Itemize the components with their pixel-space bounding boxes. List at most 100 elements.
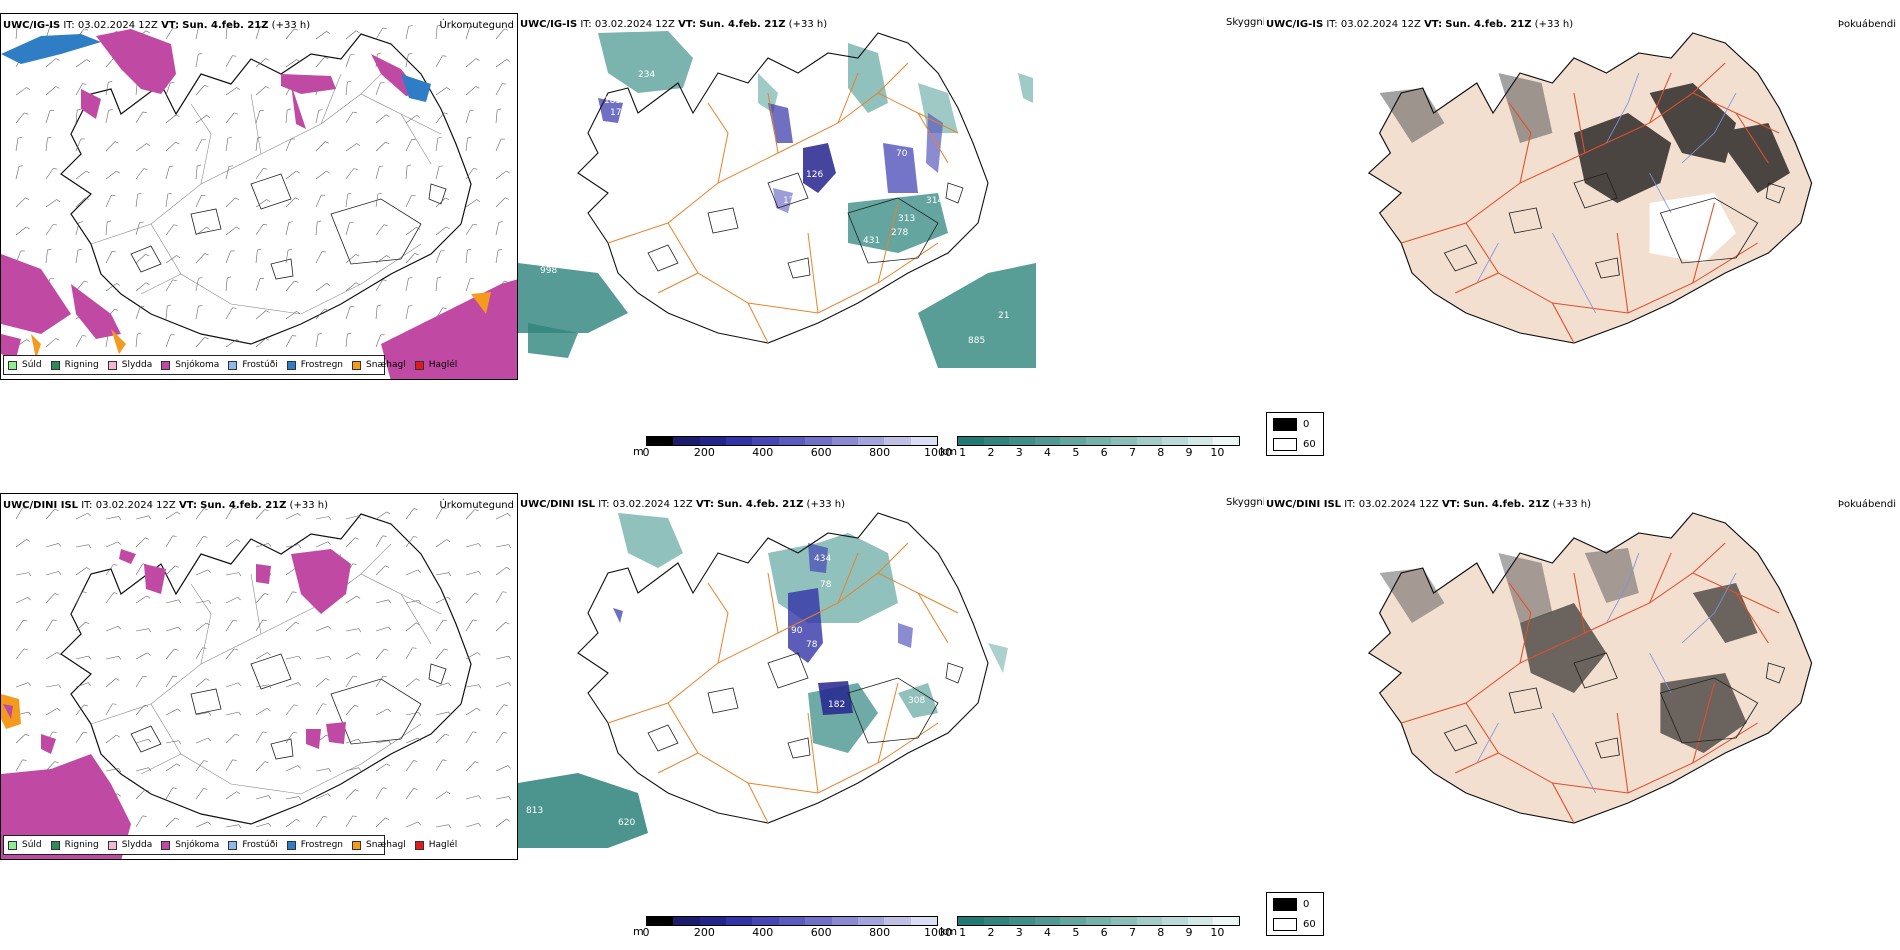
wind-barb-flag [497, 108, 502, 111]
wind-barb [105, 222, 108, 236]
wind-barb [345, 515, 359, 520]
wind-barb [15, 226, 27, 236]
wind-barb [405, 227, 417, 236]
wind-barb-flag [408, 305, 413, 307]
wind-barb [345, 595, 358, 604]
wind-barb [375, 511, 388, 520]
legend-item: Haglél [414, 360, 457, 370]
wind-barb [255, 731, 264, 744]
wind-barb-flag [448, 572, 452, 577]
wind-barb [465, 86, 476, 96]
wind-barb [165, 166, 170, 180]
wind-barb [255, 761, 266, 772]
wind-barb [465, 593, 475, 604]
marker-label: 90 [791, 626, 803, 636]
legend-label: Haglél [428, 840, 458, 850]
colorbar-segment [831, 917, 858, 925]
wind-barb [45, 86, 57, 96]
wind-barb [495, 796, 509, 800]
bottom-fog-header: UWC/DINI ISL IT: 03.02.2024 12Z VT: Sun.… [1266, 499, 1591, 510]
wind-barb [105, 541, 119, 548]
wind-barb-flag [508, 544, 512, 549]
wind-barb-flag [318, 109, 323, 111]
wind-barb [15, 87, 27, 96]
wind-barb-flag [475, 86, 480, 89]
wind-barb [165, 648, 175, 660]
wind-barb-flag [264, 593, 269, 596]
wind-barb-flag [22, 759, 27, 761]
wind-barb-flag [322, 703, 327, 705]
colorbar-segment [778, 917, 806, 925]
wind-barb [405, 712, 419, 716]
wind-barb [165, 511, 178, 520]
wind-barb-flag [52, 731, 57, 733]
wind-barb [375, 535, 383, 548]
wind-barb-flag [446, 226, 450, 230]
wind-barb [255, 86, 267, 96]
wind-barb [45, 619, 54, 632]
wind-barb-flag [505, 622, 510, 625]
wind-barb [285, 222, 290, 236]
wind-barb-flag [413, 760, 418, 762]
wind-barb-flag [384, 648, 389, 651]
wind-barb-flag [143, 168, 148, 170]
wind-barb-flag [198, 277, 203, 279]
marker-label: 21 [998, 311, 1009, 321]
wind-barb-flag [326, 31, 331, 34]
wind-barb [195, 647, 203, 660]
marker-label: 998 [540, 266, 557, 276]
wind-barb-flag [147, 652, 151, 656]
wind-barb-flag [296, 170, 300, 174]
wind-barb-flag [234, 112, 239, 115]
wind-barb [465, 223, 474, 236]
wind-barb-flag [355, 254, 360, 257]
wind-barb [195, 788, 204, 800]
wind-barb-flag [504, 28, 509, 31]
wind-barb-flag [113, 564, 118, 566]
wind-barb [345, 675, 354, 688]
wind-barb-flag [298, 796, 302, 801]
wind-barb [375, 708, 388, 716]
wind-barb-flag [356, 595, 361, 599]
colorbar-segment [752, 437, 779, 445]
legend-label: Súld [22, 840, 42, 850]
bottom-cloud-height-areas [613, 543, 913, 715]
colorbar-segment [1009, 437, 1035, 445]
wind-barb-flag [478, 571, 482, 575]
legend-label: Frostregn [300, 840, 344, 850]
wind-barb [465, 58, 477, 68]
colorbar-tick: 4 [1044, 926, 1052, 939]
legend-label: Rigning [64, 360, 99, 370]
bottom-visibility-unit: km [940, 925, 958, 938]
wind-barb-flag [82, 83, 87, 85]
wind-barb-flag [262, 619, 267, 621]
wind-barb-flag [298, 544, 302, 549]
legend-swatch [8, 360, 17, 370]
wind-barb-flag [358, 739, 362, 743]
wind-barb-flag [358, 515, 362, 520]
top-wind-barbs [15, 24, 511, 348]
wind-barb [195, 712, 209, 716]
wind-barb-flag [352, 675, 357, 678]
wind-barb [315, 655, 329, 660]
wind-barb [315, 283, 327, 292]
wind-barb-flag [264, 761, 269, 764]
wind-barb-flag [235, 197, 240, 200]
wind-barb-flag [178, 626, 182, 631]
colorbar-segment [1060, 917, 1086, 925]
wind-barb-flag [145, 282, 150, 285]
wind-barb-flag [293, 731, 298, 734]
wind-barb [345, 168, 354, 180]
wind-barb [465, 110, 471, 124]
wind-barb-flag [287, 108, 292, 111]
wind-barb-flag [117, 626, 122, 630]
top-cloud-header: UWC/IG-IS IT: 03.02.2024 12Z VT: Sun. 4.… [520, 19, 828, 30]
wind-barb [195, 253, 206, 264]
fog-legend-black [1273, 898, 1297, 911]
colorbar-tick: 6 [1100, 446, 1108, 459]
wind-barb [15, 507, 23, 520]
wind-barb [285, 138, 292, 152]
wind-barb-flag [287, 249, 293, 251]
wind-barb [255, 593, 265, 604]
legend-swatch [161, 840, 171, 850]
